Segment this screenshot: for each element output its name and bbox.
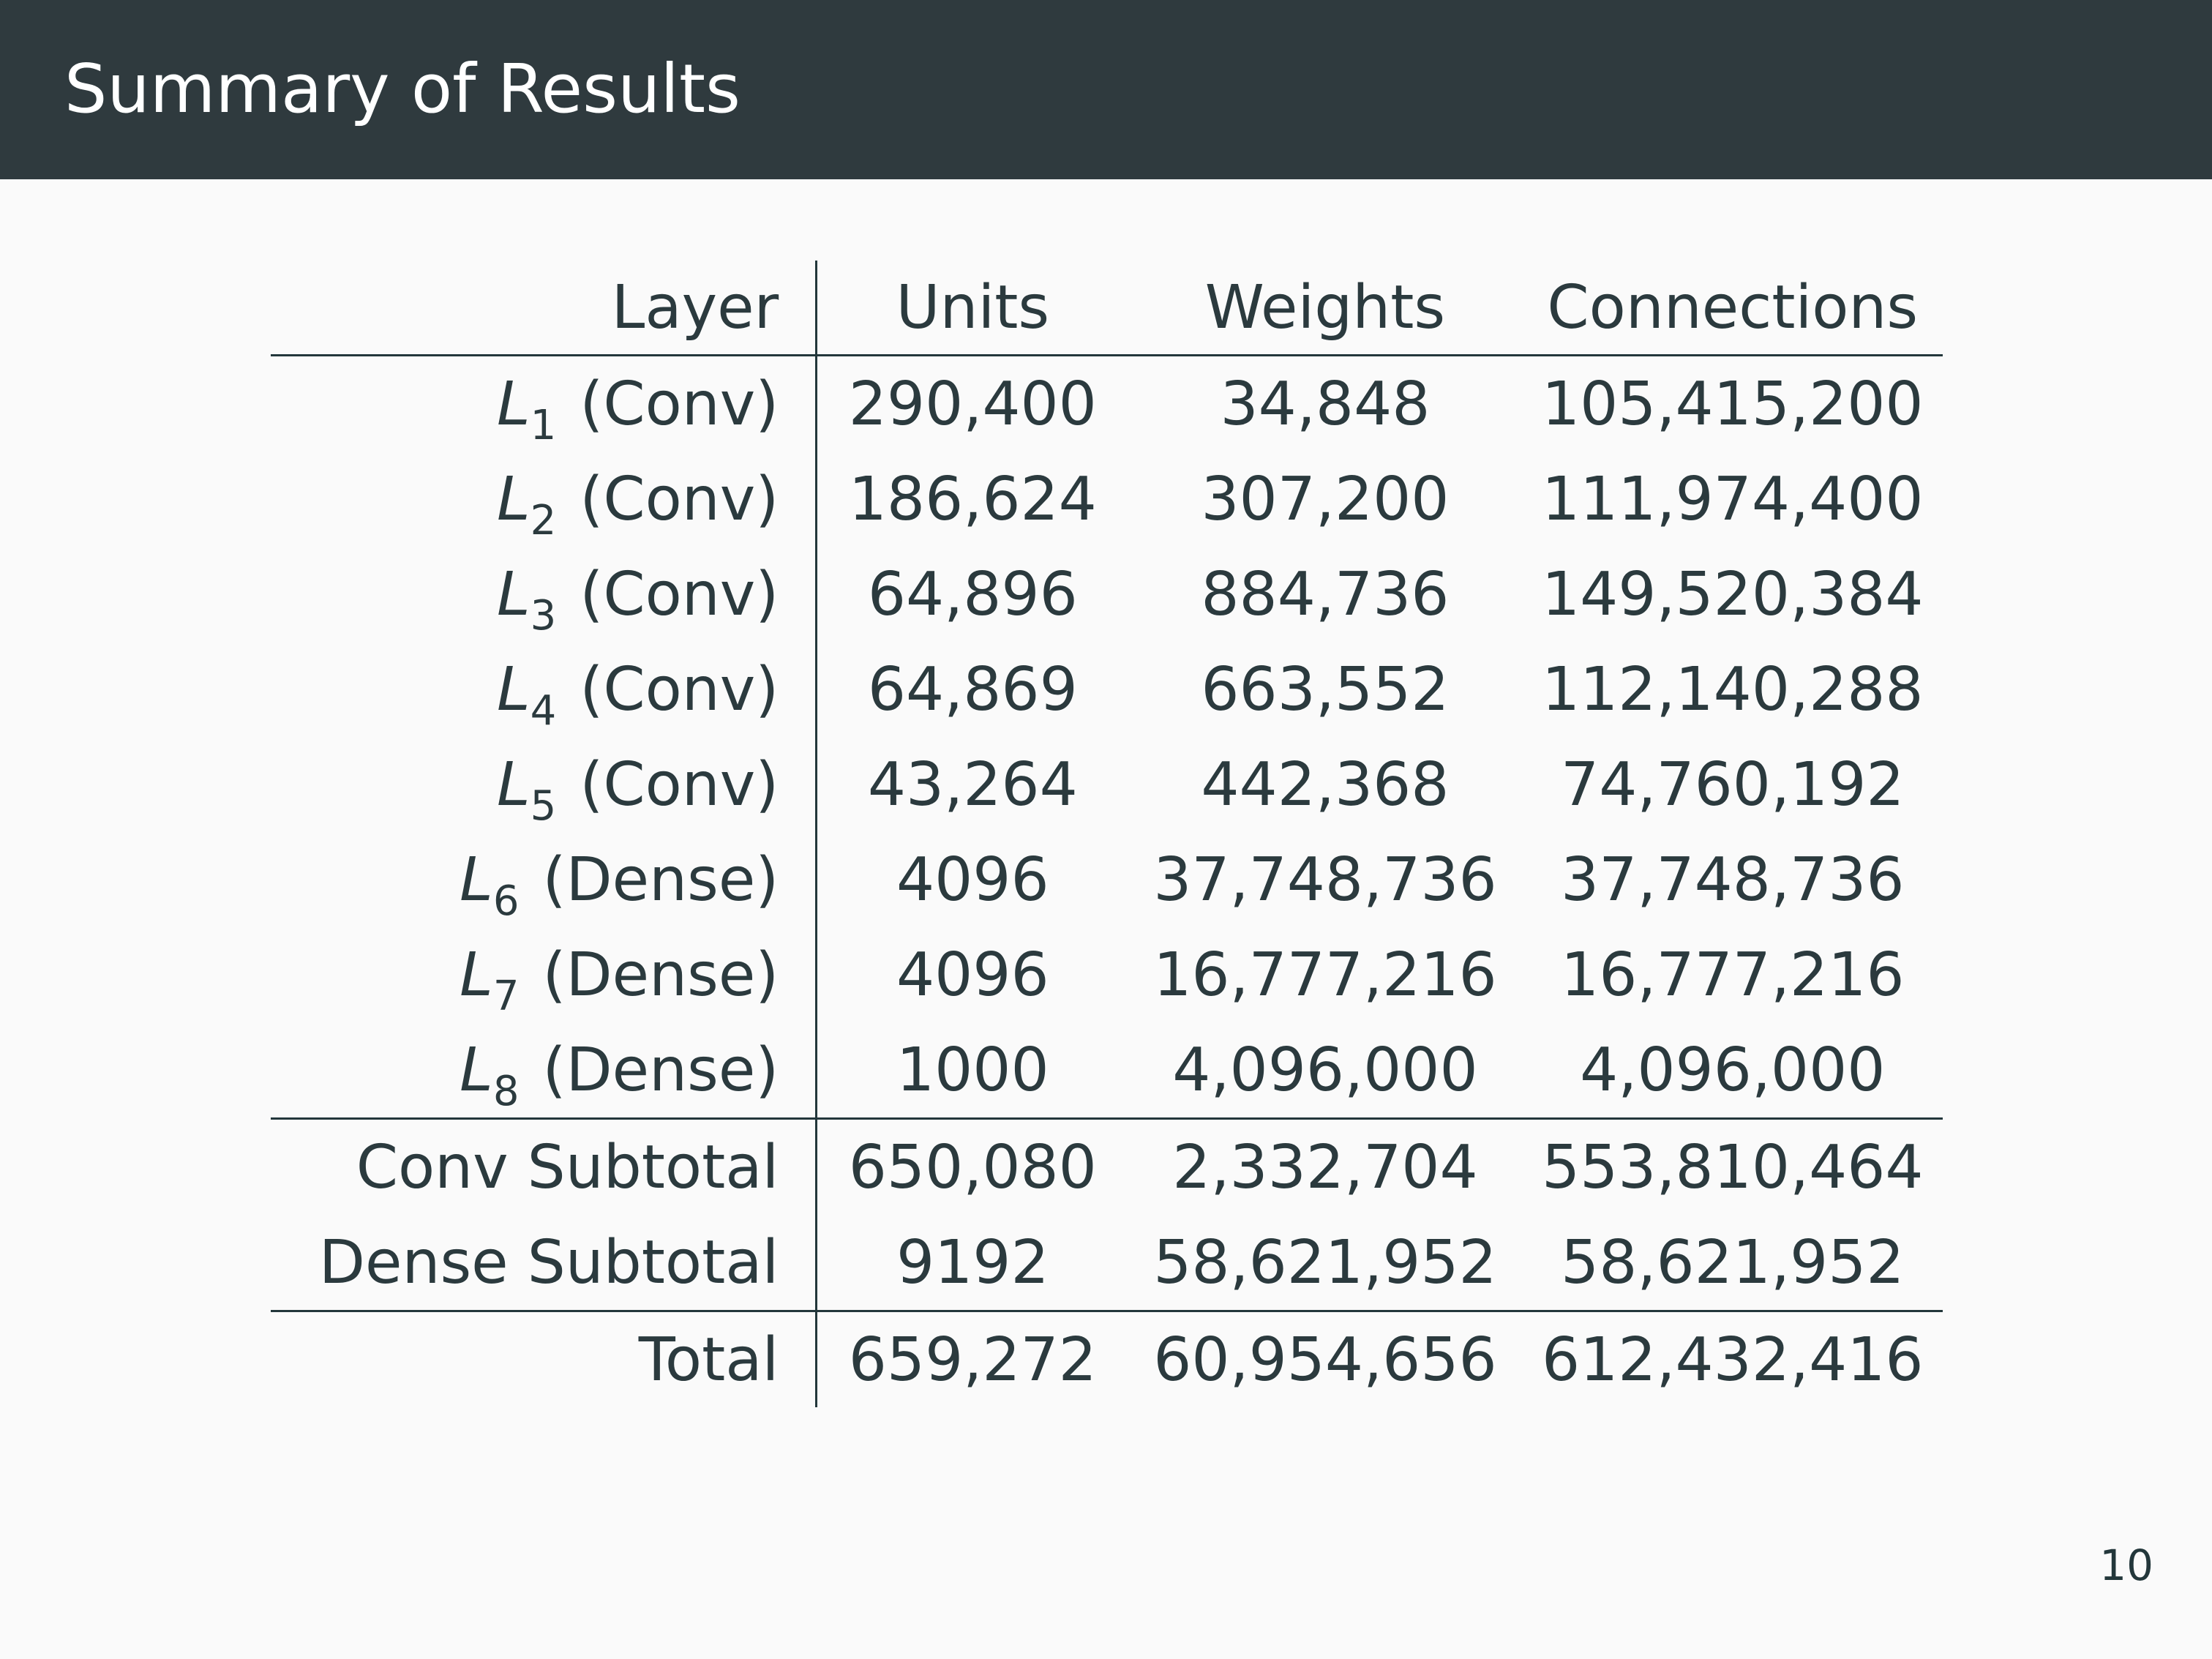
layer-name-cell: L1 (Conv) (271, 355, 818, 452)
connections-cell: 74,760,192 (1561, 749, 1905, 820)
weights-cell: 16,777,216 (1153, 940, 1497, 1010)
layer-name-cell: L3 (Conv) (271, 547, 818, 642)
table-row-layer-5: L5 (Conv) 43,264 442,368 74,760,192 (271, 737, 1943, 832)
connections-cell: 111,974,400 (1541, 464, 1924, 534)
layer-name-cell: L2 (Conv) (271, 452, 818, 547)
total-label: Total (271, 1311, 818, 1407)
units-cell: 4096 (896, 845, 1049, 915)
layer-subscript: 8 (492, 1067, 520, 1115)
units-cell: 43,264 (867, 749, 1078, 820)
table-row-conv-subtotal: Conv Subtotal 650,080 2,332,704 553,810,… (271, 1118, 1943, 1215)
layer-type: (Conv) (580, 559, 779, 629)
connections-cell: 553,810,464 (1541, 1132, 1924, 1202)
table-row-layer-3: L3 (Conv) 64,896 884,736 149,520,384 (271, 547, 1943, 642)
results-table: Layer Units Weights Connections L1 (Conv… (271, 261, 1943, 1407)
layer-subscript: 7 (492, 972, 520, 1020)
layer-name-cell: L4 (Conv) (271, 642, 818, 737)
weights-cell: 307,200 (1201, 464, 1450, 534)
weights-cell: 2,332,704 (1172, 1132, 1478, 1202)
units-cell: 4096 (896, 940, 1049, 1010)
connections-cell: 58,621,952 (1522, 1215, 1943, 1312)
layer-type: (Dense) (542, 845, 779, 915)
connections-cell: 37,748,736 (1561, 845, 1905, 915)
layer-subscript: 2 (530, 496, 557, 544)
layer-letter: L (496, 749, 530, 820)
connections-cell: 4,096,000 (1522, 1022, 1943, 1120)
table-row-layer-6: L6 (Dense) 4096 37,748,736 37,748,736 (271, 832, 1943, 927)
layer-name-cell: L5 (Conv) (271, 737, 818, 832)
subtotal-label: Conv Subtotal (271, 1118, 818, 1215)
layer-subscript: 5 (530, 782, 557, 830)
layer-letter: L (460, 845, 493, 915)
layer-subscript: 1 (530, 401, 557, 449)
header-units: Units (816, 261, 1128, 356)
layer-subscript: 6 (492, 877, 520, 925)
layer-subscript: 4 (530, 686, 557, 735)
layer-type: (Conv) (580, 464, 779, 534)
connections-cell: 16,777,216 (1561, 940, 1905, 1010)
units-cell: 64,896 (867, 559, 1078, 629)
weights-cell: 884,736 (1201, 559, 1450, 629)
table-header-row: Layer Units Weights Connections (271, 261, 1943, 356)
connections-cell: 149,520,384 (1541, 559, 1924, 629)
table-row-layer-8: L8 (Dense) 1000 4,096,000 4,096,000 (271, 1022, 1943, 1120)
units-cell: 650,080 (848, 1132, 1097, 1202)
weights-cell: 37,748,736 (1153, 845, 1497, 915)
layer-type: (Dense) (542, 1035, 779, 1105)
table-row-layer-1: L1 (Conv) 290,400 34,848 105,415,200 (271, 355, 1943, 452)
layer-subscript: 3 (530, 591, 557, 640)
table-row-layer-2: L2 (Conv) 186,624 307,200 111,974,400 (271, 452, 1943, 547)
subtotal-label: Dense Subtotal (271, 1215, 818, 1312)
units-cell: 64,869 (867, 654, 1078, 724)
weights-cell: 34,848 (1220, 369, 1431, 439)
layer-letter: L (496, 559, 530, 629)
layer-type: (Dense) (542, 940, 779, 1010)
slide-title: Summary of Results (64, 50, 741, 128)
layer-letter: L (496, 464, 530, 534)
table-row-total: Total 659,272 60,954,656 612,432,416 (271, 1311, 1943, 1407)
header-layer: Layer (271, 261, 818, 356)
weights-cell: 442,368 (1201, 749, 1450, 820)
slide-header: Summary of Results (0, 0, 2212, 179)
connections-cell: 612,432,416 (1541, 1325, 1924, 1395)
layer-letter: L (496, 369, 530, 439)
units-cell: 290,400 (848, 369, 1097, 439)
layer-type: (Conv) (580, 749, 779, 820)
units-cell: 186,624 (848, 464, 1097, 534)
weights-cell: 58,621,952 (1128, 1215, 1523, 1312)
layer-name-cell: L8 (Dense) (271, 1022, 818, 1120)
layer-name-cell: L6 (Dense) (271, 832, 818, 927)
weights-cell: 4,096,000 (1128, 1022, 1523, 1120)
layer-letter: L (460, 1035, 493, 1105)
layer-letter: L (460, 940, 493, 1010)
units-cell: 659,272 (848, 1325, 1097, 1395)
header-connections: Connections (1522, 261, 1943, 356)
table-row-dense-subtotal: Dense Subtotal 9192 58,621,952 58,621,95… (271, 1215, 1943, 1312)
weights-cell: 663,552 (1201, 654, 1450, 724)
weights-cell: 60,954,656 (1153, 1325, 1497, 1395)
layer-type: (Conv) (580, 654, 779, 724)
layer-type: (Conv) (580, 369, 779, 439)
layer-name-cell: L7 (Dense) (271, 927, 818, 1022)
connections-cell: 105,415,200 (1541, 369, 1924, 439)
layer-letter: L (496, 654, 530, 724)
connections-cell: 112,140,288 (1541, 654, 1924, 724)
units-cell: 9192 (816, 1215, 1128, 1312)
units-cell: 1000 (816, 1022, 1128, 1120)
table-row-layer-7: L7 (Dense) 4096 16,777,216 16,777,216 (271, 927, 1943, 1022)
page-number: 10 (2099, 1540, 2153, 1590)
table-row-layer-4: L4 (Conv) 64,869 663,552 112,140,288 (271, 642, 1943, 737)
header-weights: Weights (1128, 261, 1523, 356)
